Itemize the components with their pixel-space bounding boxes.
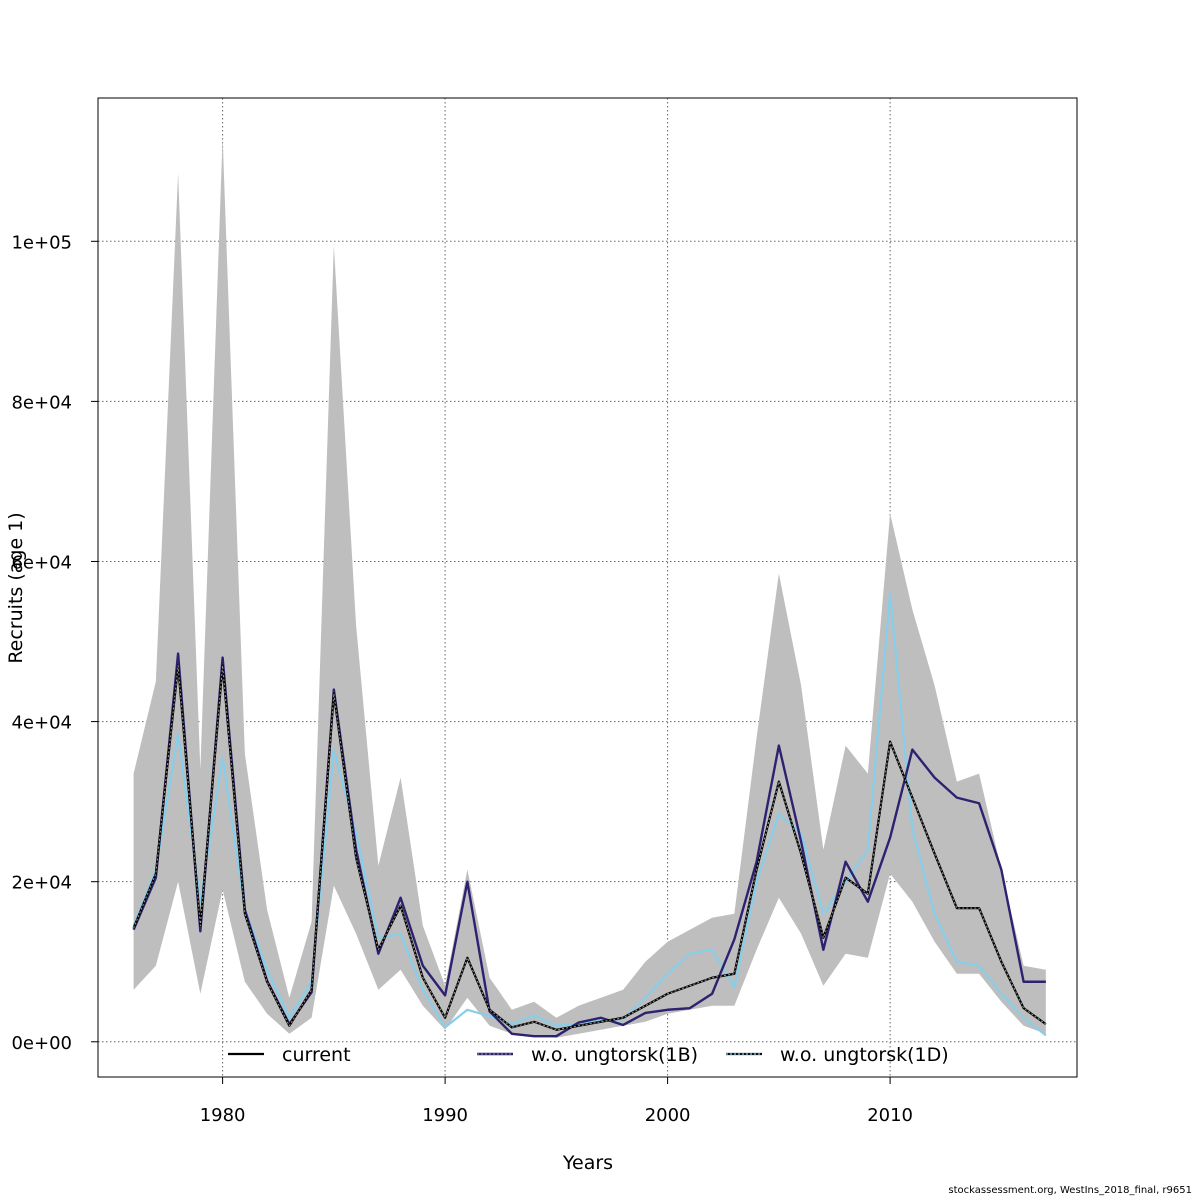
plot-frame [97, 97, 1078, 1078]
footer-source: stockassessment.org, WestIns_2018_final,… [948, 1185, 1192, 1196]
y-tick-label-4: 8e+04 [11, 392, 72, 413]
x-tick-label-2000: 2000 [645, 1105, 691, 1126]
x-tick-label-1980: 1980 [200, 1105, 246, 1126]
series-line-1d [132, 592, 1047, 1037]
y-tick-label-3: 6e+04 [11, 552, 72, 573]
x-axis-title: Years [562, 1152, 613, 1174]
y-tick-label-1: 2e+04 [11, 873, 72, 894]
y-tick-label-0: 0e+00 [11, 1033, 72, 1054]
legend-label-0: current [282, 1044, 351, 1066]
series-line-current-dotted [133, 665, 1047, 1031]
confidence-band-area [133, 137, 1046, 1038]
x-tick-label-2010: 2010 [867, 1105, 913, 1126]
x-tick-label-1990: 1990 [422, 1105, 468, 1126]
confidence-band [133, 137, 1046, 1038]
y-axis: 0e+00 2e+04 4e+04 6e+04 8e+04 1e+05 [11, 232, 98, 1054]
y-tick-label-2: 4e+04 [11, 713, 72, 734]
y-axis-title: Recruits (age 1) [5, 512, 27, 663]
legend-label-2: w.o. ungtorsk(1D) [780, 1044, 949, 1066]
series-lines [132, 592, 1047, 1038]
legend-label-1: w.o. ungtorsk(1B) [531, 1044, 698, 1066]
y-tick-label-5: 1e+05 [11, 232, 72, 253]
x-axis: 1980 1990 2000 2010 [200, 1077, 913, 1126]
legend: current w.o. ungtorsk(1B) w.o. ungtorsk(1D… [228, 1044, 949, 1066]
